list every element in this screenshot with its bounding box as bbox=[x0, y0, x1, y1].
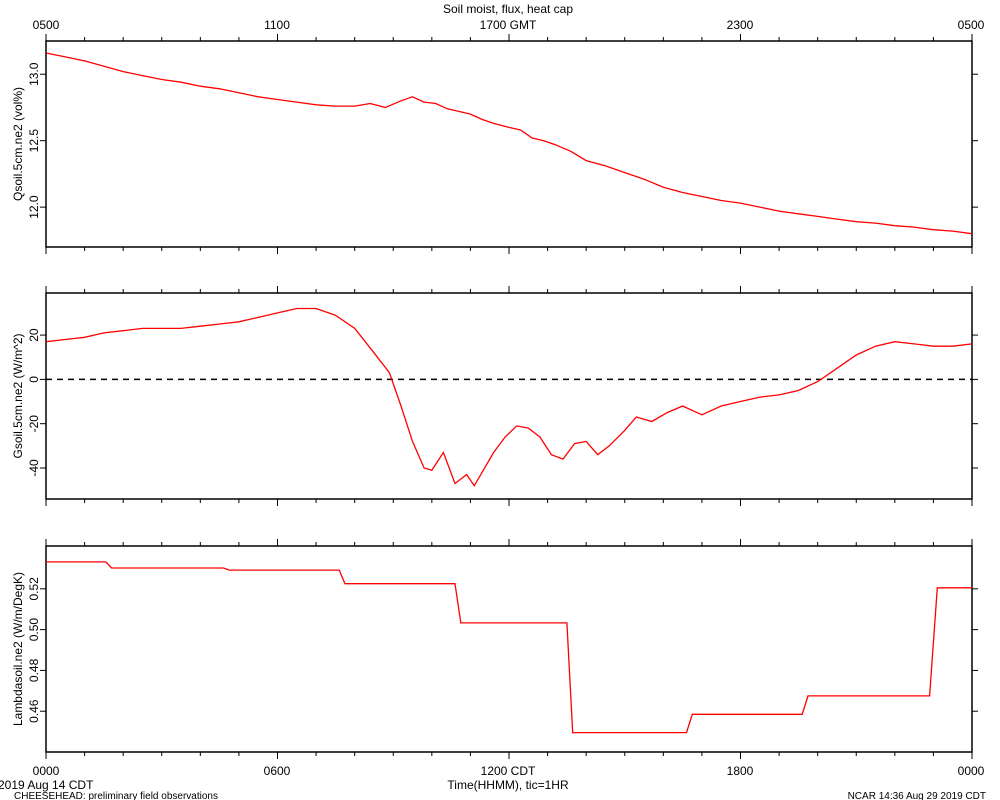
x-axis-label: Time(HHMM), tic=1HR bbox=[447, 778, 569, 792]
top-axis-tick-labels: 0500 1100 1700 GMT 2300 0500 bbox=[33, 18, 985, 32]
top-tick-label: 0500 bbox=[33, 18, 60, 32]
bottom-axis-tick-labels: 0000 0600 1200 CDT 1800 0000 bbox=[33, 764, 985, 778]
series-line-soil-heat-flux bbox=[45, 307, 973, 487]
panel-y-ticks: 0.46 0.48 0.50 0.52 bbox=[27, 577, 978, 723]
y-tick-label: 12.5 bbox=[27, 129, 41, 153]
panel-y-ticks: -40 -20 0 20 bbox=[27, 328, 978, 477]
top-tick-label: 1700 GMT bbox=[480, 18, 537, 32]
y-tick-label: -20 bbox=[27, 415, 41, 433]
y-tick-label: 12.0 bbox=[27, 195, 41, 219]
panel-frame bbox=[45, 40, 973, 248]
y-tick-label: 20 bbox=[27, 328, 41, 342]
panel-x-ticks bbox=[45, 286, 973, 506]
panel-soil-conductivity: 0.46 0.48 0.50 0.52 Lambdasoil.ne2 (W/m/Deg… bbox=[11, 539, 978, 759]
top-tick-label: 0500 bbox=[958, 18, 985, 32]
bottom-tick-label: 0000 bbox=[958, 764, 985, 778]
series-line-soil-conductivity bbox=[46, 561, 972, 734]
panel-frame bbox=[45, 545, 973, 753]
panel-soil-heat-flux: -40 -20 0 20 Gsoil.5cm.ne2 (W/m^2) bbox=[11, 286, 978, 506]
date-label: 2019 Aug 14 CDT bbox=[0, 778, 94, 792]
y-tick-label: 0.48 bbox=[27, 658, 41, 682]
y-tick-label: 0 bbox=[27, 376, 41, 383]
panel-y-ticks: 12.0 12.5 13.0 bbox=[27, 62, 978, 219]
top-tick-label: 1100 bbox=[264, 18, 290, 32]
panel-soil-moisture: 12.0 12.5 13.0 Qsoil.5cm.ne2 (vol%) bbox=[11, 34, 978, 254]
y-tick-label: -40 bbox=[27, 459, 41, 477]
footer-right-note: NCAR 14:36 Aug 29 2019 CDT bbox=[848, 791, 986, 800]
y-tick-label: 0.50 bbox=[27, 618, 41, 642]
panel-frame bbox=[45, 292, 973, 500]
panel-x-ticks bbox=[45, 539, 973, 759]
footer-left-note: CHEESEHEAD: preliminary field observatio… bbox=[14, 791, 218, 800]
bottom-tick-label: 1200 CDT bbox=[481, 764, 536, 778]
y-tick-label: 0.52 bbox=[27, 577, 41, 601]
bottom-tick-label: 0000 bbox=[33, 764, 60, 778]
panel-x-ticks bbox=[45, 34, 973, 254]
y-axis-label: Gsoil.5cm.ne2 (W/m^2) bbox=[11, 334, 25, 459]
y-axis-label: Lambdasoil.ne2 (W/m/DegK) bbox=[11, 572, 25, 726]
y-tick-label: 13.0 bbox=[27, 62, 41, 86]
series-line-soil-moisture bbox=[45, 52, 973, 235]
bottom-tick-label: 1800 bbox=[727, 764, 754, 778]
chart-title: Soil moist, flux, heat cap bbox=[443, 2, 573, 16]
top-tick-label: 2300 bbox=[727, 18, 754, 32]
y-axis-label: Qsoil.5cm.ne2 (vol%) bbox=[11, 87, 25, 201]
y-tick-label: 0.46 bbox=[27, 699, 41, 723]
bottom-tick-label: 0600 bbox=[264, 764, 291, 778]
